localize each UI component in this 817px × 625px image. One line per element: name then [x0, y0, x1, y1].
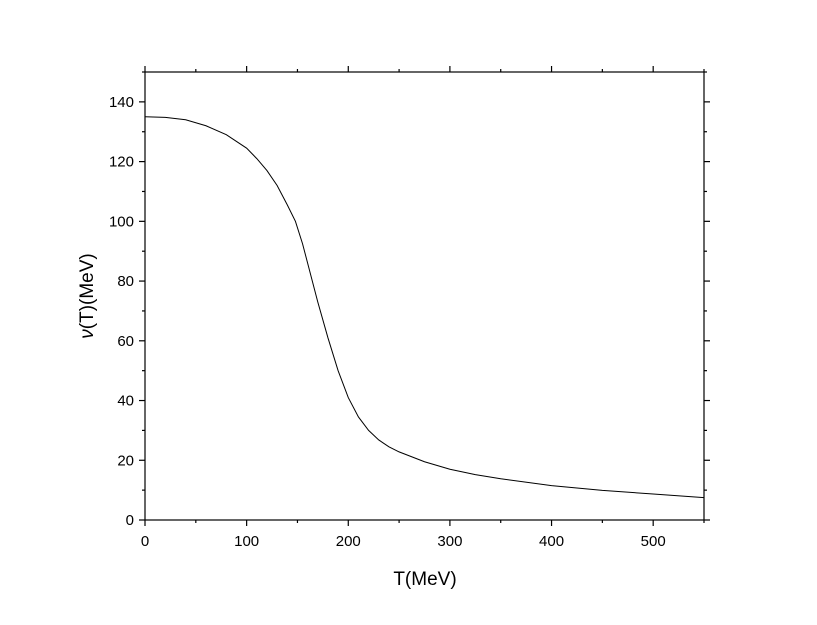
- y-axis-label: ν(T)(MeV): [77, 253, 98, 338]
- y-tick-label: 40: [117, 393, 134, 410]
- y-axis-symbol: ν: [77, 329, 98, 339]
- x-tick-label: 300: [437, 533, 462, 550]
- x-axis-label: T(MeV): [393, 569, 456, 590]
- y-tick-label: 80: [117, 273, 134, 290]
- y-tick-label: 20: [117, 452, 134, 469]
- x-tick-label: 100: [234, 533, 259, 550]
- x-tick-label: 400: [539, 533, 564, 550]
- y-tick-label: 60: [117, 333, 134, 350]
- x-tick-label: 0: [141, 533, 149, 550]
- y-axis-label-text: (T)(MeV): [77, 253, 98, 329]
- plot-frame: [144, 71, 705, 521]
- y-tick-label: 140: [109, 94, 134, 111]
- y-tick-label: 120: [109, 154, 134, 171]
- y-tick-label: 100: [109, 213, 134, 230]
- tick-labels: 0 100 200 300 400 500 0 20 40 60 80 100 120 140: [109, 94, 666, 550]
- x-tick-label: 200: [336, 533, 361, 550]
- series-line: [144, 116, 705, 499]
- x-tick-label: 500: [641, 533, 666, 550]
- y-tick-label: 0: [126, 512, 134, 529]
- axis-ticks: [139, 66, 710, 526]
